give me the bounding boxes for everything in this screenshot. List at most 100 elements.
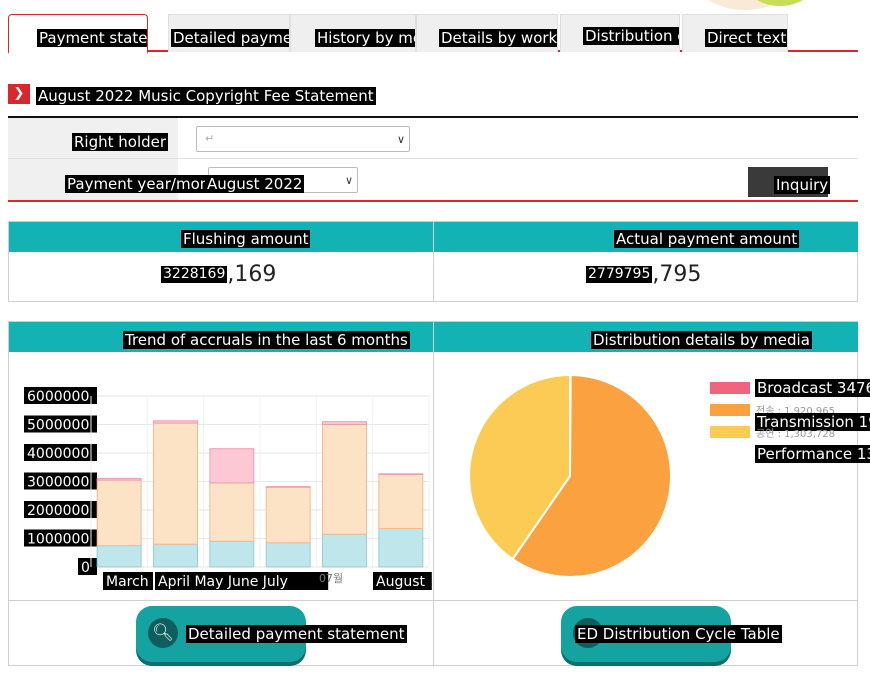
bar-segment <box>153 422 198 545</box>
x-tick-bg <box>155 572 329 590</box>
legend-performance-faint: 공연 : 1,303,728 <box>756 429 836 440</box>
form-row-right-holder: Right holder ↵ ∨ <box>8 118 858 159</box>
flushing-amount-value: 3228169,169 <box>161 262 276 287</box>
trend-panel: Trend of accruals in the last 6 months 6… <box>9 322 434 665</box>
legend-swatch <box>710 426 750 438</box>
tab-label: Direct text <box>705 29 787 47</box>
chevron-down-icon: ∨ <box>344 174 353 187</box>
tab-details-by-work[interactable]: Details by work <box>416 14 558 52</box>
legend-swatch <box>710 382 750 394</box>
y-tick-label: 4000000 <box>27 446 89 462</box>
bar-segment <box>96 479 142 547</box>
search-icon: 🔍︎ <box>148 618 178 648</box>
bar-segment <box>378 528 424 568</box>
right-holder-value: ↵ <box>205 132 215 145</box>
x-tick-bg <box>103 572 153 590</box>
bar-segment <box>153 543 198 568</box>
bar-segment <box>322 421 367 426</box>
tab-label: History by media <box>315 29 415 47</box>
pie-slice <box>511 373 672 578</box>
bar-segment <box>209 482 255 542</box>
right-holder-label: Right holder <box>72 133 169 151</box>
tab-distribution-cycle[interactable]: Distribution cycl <box>560 14 680 52</box>
section-title-text: August 2022 Music Copyright Fee Statemen… <box>36 87 376 105</box>
bar-segment <box>153 420 198 424</box>
chevron-right-icon: ❯ <box>8 84 30 104</box>
bar-segment <box>209 540 255 568</box>
actual-payment-header: Actual payment amount <box>434 222 858 252</box>
actual-payment-overlay: 2779795 <box>586 266 653 283</box>
trend-panel-title: Trend of accruals in the last 6 months <box>123 331 410 349</box>
y-tick-bg <box>24 387 97 404</box>
media-panel: Distribution details by media Broadcast … <box>433 322 870 665</box>
x-tick-label: August <box>376 574 426 590</box>
bar-segment <box>322 533 367 568</box>
form-label-cell: Right holder <box>8 118 178 158</box>
right-holder-select[interactable]: ↵ ∨ <box>196 126 410 152</box>
legend-performance-label: Performance 13 <box>755 445 870 463</box>
y-tick-label: 2000000 <box>27 503 89 519</box>
distribution-cycle-button-label: ED Distribution Cycle Table <box>575 625 782 643</box>
actual-payment-label: Actual payment amount <box>614 230 800 248</box>
bar-segment <box>265 486 311 544</box>
charts-panel: Trend of accruals in the last 6 months 6… <box>8 321 870 666</box>
inquiry-label: Inquiry <box>774 176 831 194</box>
tab-history-by-media[interactable]: History by media <box>290 14 416 52</box>
y-tick-label: 3000000 <box>27 475 89 491</box>
detailed-payment-button-label: Detailed payment statement <box>186 625 407 643</box>
header-decoration <box>700 0 790 10</box>
x-tick-label: March <box>106 574 149 590</box>
y-tick-bg <box>24 529 97 547</box>
media-panel-title: Distribution details by media <box>591 331 812 349</box>
y-tick-label: 5000000 <box>27 418 89 434</box>
flushing-amount-header: Flushing amount <box>9 222 434 252</box>
media-panel-header: Distribution details by media <box>434 322 858 352</box>
legend-transmission-label: Transmission 19 <box>755 413 870 431</box>
trend-panel-footer <box>9 600 434 665</box>
y-tick-bg <box>24 501 97 518</box>
inquiry-button[interactable]: Inquiry <box>748 167 831 197</box>
legend-broadcast-label: Broadcast 3476 <box>755 379 870 397</box>
form-row-payment: ∨ Payment year/monV August 2022 Inquiry <box>8 159 858 200</box>
media-panel-footer <box>434 600 858 665</box>
payment-label: Payment year/monV <box>65 175 222 193</box>
y-tick-bg <box>24 415 97 433</box>
bar-segment <box>378 473 424 530</box>
tab-label: Details by work <box>439 29 558 47</box>
distribution-cycle-table-button[interactable]: ▦ ED Distribution Cycle Table <box>561 606 782 662</box>
flushing-amount-label: Flushing amount <box>181 230 311 248</box>
tab-label: Distribution cycl <box>583 27 679 45</box>
chevron-down-icon: ∨ <box>396 133 405 146</box>
detailed-payment-statement-button[interactable]: 🔍︎ Detailed payment statement <box>136 606 407 662</box>
bar-segment <box>96 545 142 568</box>
x-tick-label: 07월 <box>319 572 343 585</box>
tab-label: Detailed payment c <box>171 29 289 47</box>
legend-swatch <box>710 404 750 416</box>
tab-direct-text[interactable]: Direct text <box>682 14 788 52</box>
actual-payment-box: Actual payment amount 2779795,795 <box>433 222 858 301</box>
bar-segment <box>378 473 424 475</box>
flushing-amount-tail: ,169 <box>227 262 277 287</box>
tab-label: Payment statement <box>37 29 147 47</box>
y-tick-bg <box>24 444 97 461</box>
payment-month-value: August 2022 <box>205 175 305 193</box>
tab-bar: Payment statement Detailed payment c His… <box>8 14 858 54</box>
bar-segment <box>265 542 311 568</box>
bar-segment <box>209 448 255 484</box>
y-tick-bg <box>24 472 97 490</box>
actual-payment-tail: ,795 <box>652 262 702 287</box>
bar-segment <box>265 486 311 488</box>
y-tick-bg <box>78 558 97 575</box>
actual-payment-value: 2779795,795 <box>586 262 701 287</box>
y-tick-label: 1000000 <box>27 532 89 548</box>
trend-panel-header: Trend of accruals in the last 6 months <box>9 322 434 352</box>
tab-payment-statement[interactable]: Payment statement <box>8 14 148 54</box>
tab-detailed-payment[interactable]: Detailed payment c <box>168 14 290 52</box>
pie-slice <box>468 373 571 561</box>
media-pie-chart <box>468 373 672 578</box>
search-form: Right holder ↵ ∨ ∨ Payment year/monV Aug… <box>8 116 858 202</box>
flushing-amount-overlay: 3228169 <box>161 266 228 283</box>
flushing-amount-box: Flushing amount 3228169,169 <box>9 222 434 301</box>
legend-transmission-faint: 전송 : 1,920,965 <box>756 406 836 417</box>
y-tick-label: 0 <box>81 560 90 576</box>
